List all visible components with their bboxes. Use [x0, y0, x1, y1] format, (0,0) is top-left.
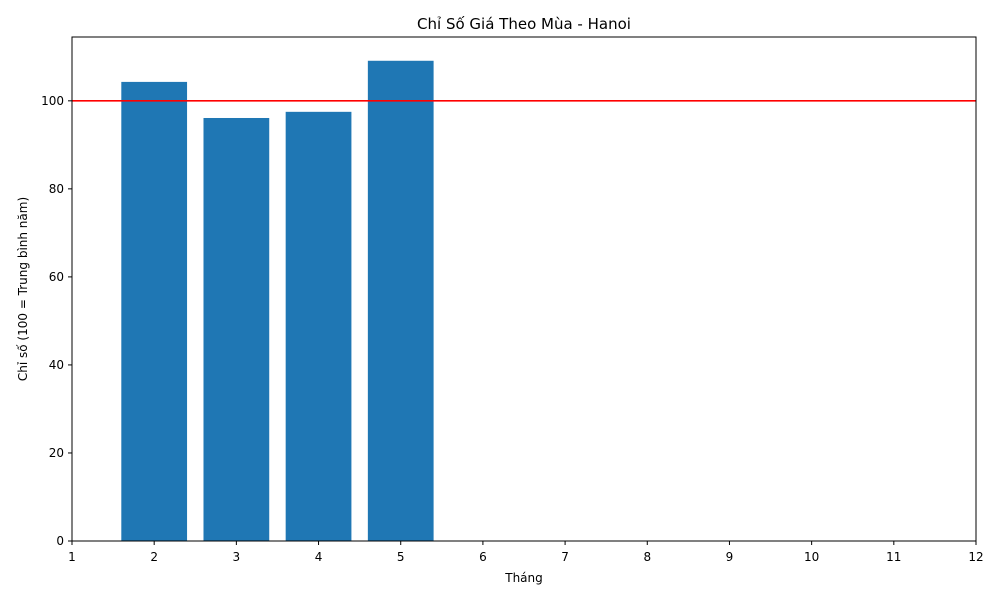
bar — [203, 117, 270, 542]
y-tick-label: 80 — [49, 182, 64, 196]
y-axis-label: Chỉ số (100 = Trung bình năm) — [16, 197, 30, 381]
y-tick-label: 100 — [41, 94, 64, 108]
y-tick-label: 60 — [49, 270, 64, 284]
y-tick-label: 20 — [49, 446, 64, 460]
x-tick-label: 3 — [233, 550, 241, 564]
x-tick-label: 4 — [315, 550, 323, 564]
x-tick-label: 9 — [726, 550, 734, 564]
x-axis-label: Tháng — [504, 571, 543, 585]
bar — [285, 111, 352, 541]
x-tick-label: 11 — [886, 550, 901, 564]
x-tick-label: 12 — [968, 550, 983, 564]
x-tick-label: 8 — [643, 550, 651, 564]
bar — [367, 60, 434, 541]
y-tick-label: 0 — [56, 534, 64, 548]
axes-frame — [71, 36, 977, 542]
x-tick-label: 1 — [68, 550, 76, 564]
x-tick-label: 2 — [150, 550, 158, 564]
x-tick-label: 5 — [397, 550, 405, 564]
y-tick-label: 40 — [49, 358, 64, 372]
chart-title: Chỉ Số Giá Theo Mùa - Hanoi — [417, 15, 631, 33]
bar — [121, 81, 188, 541]
x-tick-label: 10 — [804, 550, 819, 564]
x-tick-label: 6 — [479, 550, 487, 564]
x-tick-label: 7 — [561, 550, 569, 564]
